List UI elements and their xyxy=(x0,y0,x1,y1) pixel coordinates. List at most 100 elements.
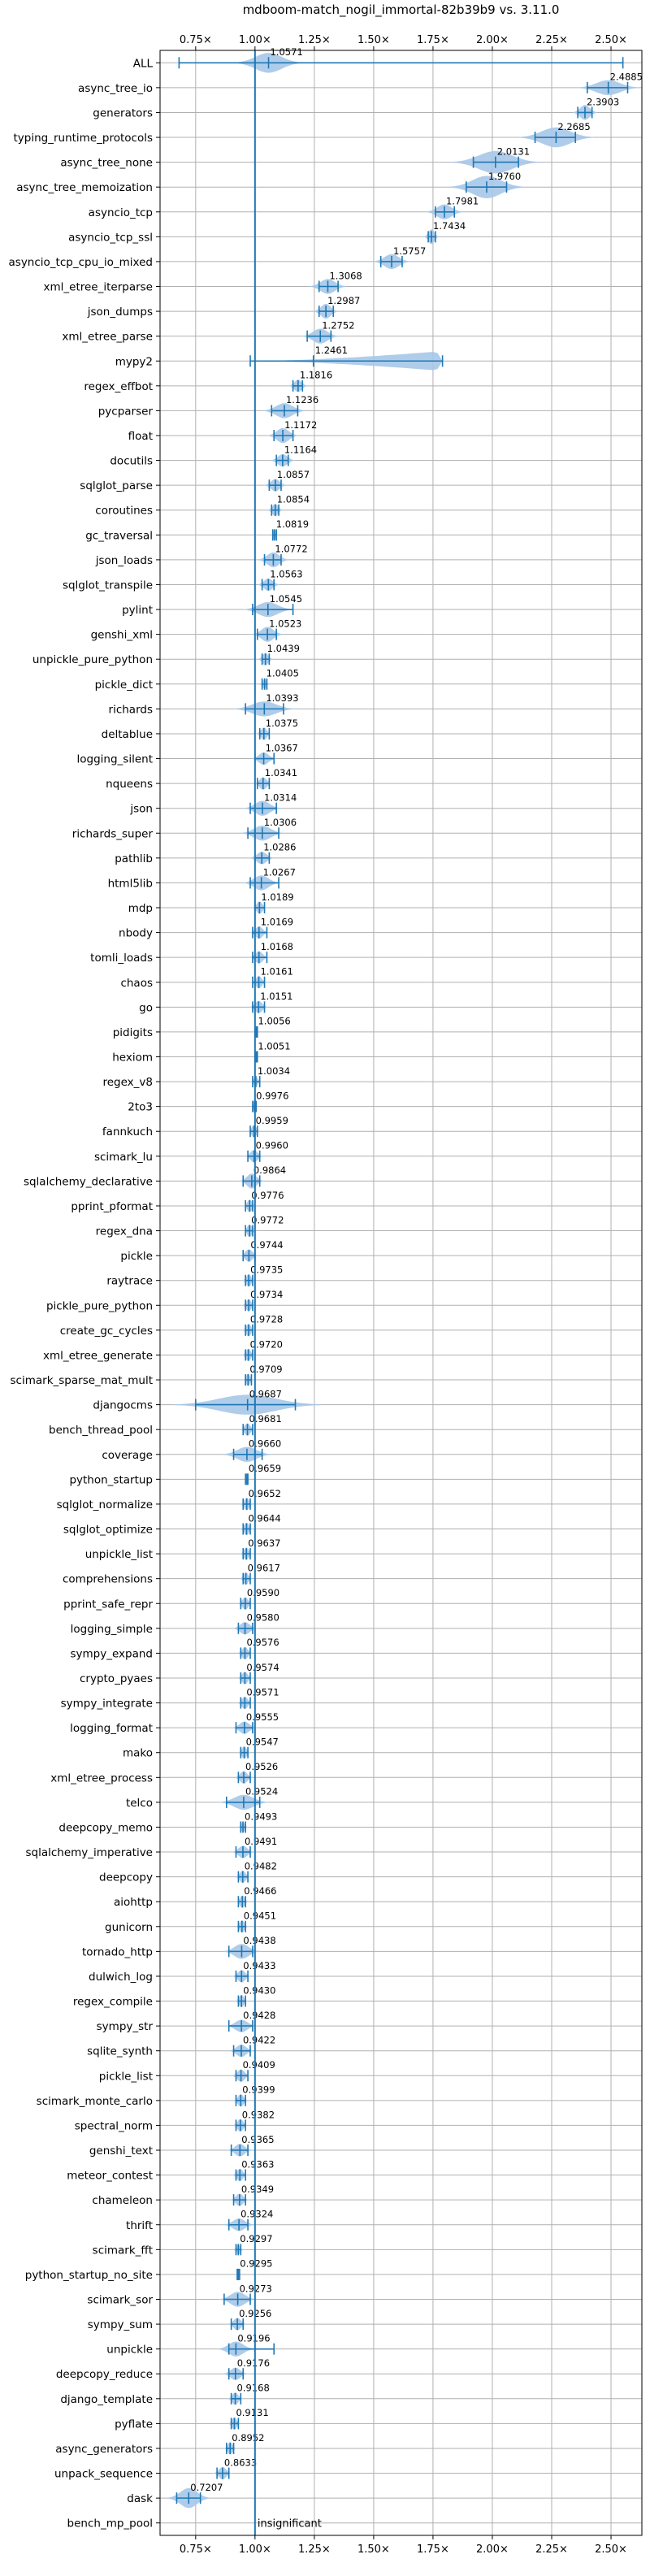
value-label: 1.0169 xyxy=(261,916,293,927)
benchmark-unpickle_list: 0.9637 xyxy=(240,1537,280,1560)
value-label: 1.7981 xyxy=(446,196,479,207)
xtick-bottom-label: 2.50× xyxy=(595,2543,627,2556)
ytick-label-json_dumps: json_dumps xyxy=(87,306,153,319)
plot-frame xyxy=(159,50,643,2536)
benchmark-bench_mp_pool: insignificant xyxy=(258,2518,322,2530)
value-label: 0.9363 xyxy=(241,2158,274,2170)
ytick-label-pprint_pformat: pprint_pformat xyxy=(71,1200,153,1213)
ytick-label-sqlglot_parse: sqlglot_parse xyxy=(80,479,153,492)
benchmark-regex_effbot: 1.1816 xyxy=(288,370,332,392)
benchmark-coroutines: 1.0854 xyxy=(267,494,310,517)
ytick-label-unpickle: unpickle xyxy=(106,2344,153,2357)
ytick-label-python_startup: python_startup xyxy=(69,1473,153,1486)
benchmark-sympy_sum: 0.9256 xyxy=(228,2308,271,2331)
benchmark-deepcopy_memo: 0.9493 xyxy=(238,1811,277,1833)
ytick-label-sympy_integrate: sympy_integrate xyxy=(61,1698,153,1711)
value-label: 1.7434 xyxy=(433,220,466,232)
benchmark-django_template: 0.9168 xyxy=(228,2383,270,2405)
benchmark-generators: 2.3903 xyxy=(572,96,619,120)
benchmark-dask: 0.7207 xyxy=(167,2482,223,2509)
benchmark-spectral_norm: 0.9382 xyxy=(232,2109,275,2132)
benchmark-sqlglot_optimize: 0.9644 xyxy=(240,1512,281,1536)
benchmark-asyncio_tcp_ssl: 1.7434 xyxy=(423,220,466,245)
value-label: 1.0034 xyxy=(258,1065,290,1077)
benchmark-genshi_text: 0.9365 xyxy=(228,2134,275,2157)
value-label: 0.9720 xyxy=(250,1338,283,1350)
benchmark-python_startup: 0.9659 xyxy=(244,1463,281,1485)
benchmark-mypy2: 1.2461 xyxy=(249,345,444,371)
value-label: 1.0056 xyxy=(258,1016,290,1027)
xtick-top-label: 1.25× xyxy=(298,34,331,46)
benchmark-fannkuch: 0.9959 xyxy=(248,1115,288,1138)
value-label: 0.9864 xyxy=(254,1164,286,1176)
benchmark-async_tree_memoization: 1.9760 xyxy=(449,171,524,198)
ytick-label-go: go xyxy=(139,1001,153,1014)
ytick-label-xml_etree_process: xml_etree_process xyxy=(50,1772,153,1785)
ytick-label-deepcopy: deepcopy xyxy=(99,1871,153,1884)
value-label: 0.9409 xyxy=(243,2059,275,2071)
ytick-label-sqlglot_optimize: sqlglot_optimize xyxy=(63,1524,153,1537)
ytick-label-regex_effbot: regex_effbot xyxy=(84,380,153,393)
ytick-label-mdp: mdp xyxy=(128,902,153,915)
ytick-label-fannkuch: fannkuch xyxy=(102,1125,153,1138)
benchmark-async_generators: 0.8952 xyxy=(223,2432,264,2455)
benchmark-crypto_pyaes: 0.9574 xyxy=(237,1662,280,1685)
benchmark-go: 1.0151 xyxy=(249,991,293,1013)
benchmark-meteor_contest: 0.9363 xyxy=(232,2158,274,2182)
x-axis-top: 0.75× 1.00× 1.25× 1.50× 1.75× 2.00× 2.25× 2.50× xyxy=(180,34,627,50)
benchmark-python_startup_no_site: 0.9295 xyxy=(236,2258,273,2280)
value-label: 1.2461 xyxy=(315,345,348,356)
value-label: 0.9422 xyxy=(243,2035,275,2046)
benchmark-regex_dna: 0.9772 xyxy=(243,1214,284,1238)
value-label: 0.9709 xyxy=(249,1364,282,1375)
benchmark-asyncio_tcp_cpu_io_mixed: 1.5757 xyxy=(373,245,426,270)
value-label: 1.3068 xyxy=(329,270,362,281)
ytick-label-html5lib: html5lib xyxy=(108,877,153,890)
ytick-label-coroutines: coroutines xyxy=(95,505,153,518)
ytick-label-dask: dask xyxy=(127,2492,153,2505)
ytick-label-float: float xyxy=(128,430,153,443)
ytick-label-create_gc_cycles: create_gc_cycles xyxy=(60,1325,153,1338)
benchmark-tomli_loads: 1.0168 xyxy=(249,941,293,964)
value-label: 0.9168 xyxy=(237,2383,270,2394)
value-label: 2.4885 xyxy=(610,72,643,83)
value-label: 0.9734 xyxy=(250,1289,283,1300)
ytick-label-sqlite_synth: sqlite_synth xyxy=(87,2045,153,2058)
value-label: 1.0439 xyxy=(267,643,300,654)
value-label: 0.9382 xyxy=(242,2109,275,2120)
benchmark-sqlalchemy_declarative: 0.9864 xyxy=(239,1164,286,1189)
value-label: 1.0189 xyxy=(261,891,293,903)
value-label: 1.0306 xyxy=(264,817,297,828)
insignificant-label: insignificant xyxy=(258,2518,322,2530)
x-axis-bottom: 0.75× 1.00× 1.25× 1.50× 1.75× 2.00× 2.25× 2.50× xyxy=(180,2535,627,2556)
value-label: 0.9976 xyxy=(256,1090,288,1101)
ytick-label-gc_traversal: gc_traversal xyxy=(85,529,153,542)
ytick-label-crypto_pyaes: crypto_pyaes xyxy=(80,1672,153,1685)
benchmark-chaos: 1.0161 xyxy=(251,966,293,989)
ytick-label-chameleon: chameleon xyxy=(92,2194,153,2207)
value-label: 1.0151 xyxy=(260,991,292,1002)
ytick-label-telco: telco xyxy=(126,1797,153,1810)
benchmark-pprint_safe_repr: 0.9590 xyxy=(237,1587,280,1610)
y-axis-labels: ALL async_tree_io generators typing_runtime… xyxy=(9,57,160,2530)
xtick-top-label: 1.50× xyxy=(358,34,390,46)
xtick-top-label: 0.75× xyxy=(180,34,212,46)
ytick-label-richards: richards xyxy=(109,703,153,716)
ytick-label-nqueens: nqueens xyxy=(106,778,153,791)
value-label: 0.9637 xyxy=(248,1537,280,1549)
value-label: 0.9576 xyxy=(246,1637,279,1648)
value-label: 0.9547 xyxy=(246,1737,279,1748)
benchmark-async_tree_io: 2.4885 xyxy=(577,72,643,95)
benchmark-sqlite_synth: 0.9422 xyxy=(228,2035,275,2058)
value-label: 0.9433 xyxy=(243,1960,275,1971)
ytick-label-deepcopy_reduce: deepcopy_reduce xyxy=(56,2368,153,2381)
xtick-bottom-label: 0.75× xyxy=(180,2543,212,2556)
ytick-label-json_loads: json_loads xyxy=(95,554,153,567)
xtick-bottom-label: 2.25× xyxy=(535,2543,568,2556)
value-label: 0.9660 xyxy=(249,1438,281,1450)
value-label: 1.9760 xyxy=(488,171,521,182)
benchmark-ALL: 1.0571 xyxy=(178,46,624,73)
benchmark-pycparser: 1.1236 xyxy=(262,394,318,418)
ytick-label-regex_compile: regex_compile xyxy=(73,1996,153,2009)
